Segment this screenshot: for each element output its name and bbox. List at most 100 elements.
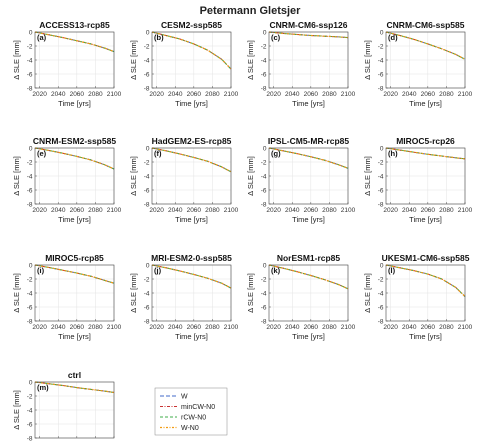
y-tick-label: -6 — [378, 187, 384, 194]
panel-label: (f) — [154, 149, 162, 158]
series-line-w-n0 — [34, 381, 115, 394]
panel-label: (l) — [388, 266, 396, 275]
x-axis-label: Time [yrs] — [175, 332, 208, 341]
panel-title: CNRM-ESM2-ssp585 — [33, 136, 116, 146]
x-tick-label: 2060 — [70, 91, 85, 98]
x-tick-label: 2040 — [402, 324, 417, 331]
series-line-w-n0 — [34, 147, 115, 170]
x-tick-label: 2060 — [187, 324, 202, 331]
x-tick-label: 2100 — [341, 91, 356, 98]
y-axis-label: Δ SLE [mm] — [363, 156, 372, 196]
x-axis-label: Time [yrs] — [409, 99, 442, 108]
panel-c: 2020 2040 2060 2080 2100 0 -2 -4 -6 -8 (c) CNRM-CM6… — [246, 20, 356, 108]
y-tick-label: -2 — [144, 43, 150, 50]
axes-frame — [268, 264, 349, 322]
y-tick-label: -4 — [27, 407, 33, 414]
y-tick-label: -6 — [27, 304, 33, 311]
y-axis-label: Δ SLE [mm] — [129, 40, 138, 80]
x-tick-label: 2020 — [383, 324, 398, 331]
y-axis-label: Δ SLE [mm] — [12, 156, 21, 196]
axes-frame — [151, 264, 232, 322]
axes-frame — [34, 147, 115, 205]
y-tick-label: -4 — [144, 57, 150, 64]
y-tick-label: -2 — [27, 393, 33, 400]
x-tick-label: 2080 — [322, 324, 337, 331]
x-axis-label: Time [yrs] — [409, 215, 442, 224]
y-tick-label: -6 — [27, 421, 33, 428]
y-tick-label: -4 — [144, 290, 150, 297]
panel-title: MIROC5-rcp26 — [396, 136, 455, 146]
x-tick-label: 2100 — [458, 207, 473, 214]
axes-frame — [385, 147, 466, 205]
panel-j: 2020 2040 2060 2080 2100 0 -2 -4 -6 -8 (j) MRI-ESM2… — [129, 253, 239, 341]
y-tick-label: -2 — [27, 276, 33, 283]
y-tick-label: -8 — [144, 201, 150, 208]
x-tick-label: 2040 — [168, 324, 183, 331]
y-tick-label: -2 — [144, 159, 150, 166]
x-tick-label: 2060 — [421, 324, 436, 331]
y-tick-label: -8 — [261, 318, 267, 325]
x-tick-label: 2040 — [285, 207, 300, 214]
panel-i: 2020 2040 2060 2080 2100 0 -2 -4 -6 -8 (i)MIROC5-r… — [12, 253, 122, 341]
panel-title: IPSL-CM5-MR-rcp85 — [268, 136, 350, 146]
panel-label: (e) — [37, 149, 47, 158]
y-tick-label: -4 — [261, 57, 267, 64]
x-tick-label: 2100 — [224, 207, 239, 214]
series-line-w-n0 — [268, 147, 349, 169]
y-tick-label: -8 — [378, 85, 384, 92]
series-line-w-n0 — [268, 31, 349, 39]
y-tick-label: -6 — [261, 71, 267, 78]
y-tick-label: -8 — [378, 318, 384, 325]
y-tick-label: 0 — [263, 29, 267, 36]
x-axis-label: Time [yrs] — [292, 332, 325, 341]
y-axis-label: Δ SLE [mm] — [363, 273, 372, 313]
x-tick-label: 2080 — [205, 324, 220, 331]
y-axis-label: Δ SLE [mm] — [12, 40, 21, 80]
x-tick-label: 2080 — [439, 91, 454, 98]
y-tick-label: -2 — [378, 159, 384, 166]
y-tick-label: -2 — [378, 43, 384, 50]
panel-title: UKESM1-CM6-ssp585 — [382, 253, 470, 263]
y-tick-label: 0 — [29, 379, 33, 386]
y-tick-label: -8 — [27, 435, 33, 441]
y-tick-label: -6 — [261, 187, 267, 194]
panel-label: (h) — [388, 149, 398, 158]
y-axis-label: Δ SLE [mm] — [12, 390, 21, 430]
axes-frame — [385, 31, 466, 89]
y-tick-label: -2 — [261, 276, 267, 283]
x-tick-label: 2080 — [205, 207, 220, 214]
x-tick-label: 2080 — [88, 91, 103, 98]
x-tick-label: 2040 — [51, 91, 66, 98]
x-tick-label: 2060 — [421, 91, 436, 98]
y-tick-label: -6 — [27, 187, 33, 194]
x-tick-label: 2020 — [383, 207, 398, 214]
legend-label-w: W — [181, 394, 188, 401]
series-line-rcw-n0 — [151, 31, 232, 70]
y-tick-label: 0 — [263, 145, 267, 152]
series-line-w-n0 — [151, 147, 232, 173]
x-tick-label: 2020 — [32, 207, 47, 214]
x-tick-label: 2080 — [88, 207, 103, 214]
legend-label-rcw-n0: rCW-N0 — [181, 415, 206, 422]
panel-title: ACCESS13-rcp85 — [39, 20, 110, 30]
x-axis-label: Time [yrs] — [58, 99, 91, 108]
y-tick-label: -4 — [261, 290, 267, 297]
x-tick-label: 2100 — [341, 207, 356, 214]
panel-label: (b) — [154, 33, 164, 42]
panel-title: CNRM-CM6-ssp585 — [387, 20, 465, 30]
y-tick-label: -2 — [27, 43, 33, 50]
y-axis-label: Δ SLE [mm] — [129, 273, 138, 313]
series-line-w-n0 — [385, 147, 466, 160]
panel-g: 2020 2040 2060 2080 2100 0 -2 -4 -6 -8 (g) IPSL-CM5… — [246, 136, 356, 224]
x-tick-label: 2040 — [51, 324, 66, 331]
panel-f: 2020 2040 2060 2080 2100 0 -2 -4 -6 -8 (f) HadGEM2-… — [129, 136, 239, 224]
x-tick-label: 2100 — [107, 324, 122, 331]
y-tick-label: -6 — [144, 71, 150, 78]
legend-label-mincw-n0: minCW-N0 — [181, 404, 215, 411]
panel-m: 202020402060208021000-2-4-6-8(m)ctrlTime… — [12, 370, 115, 441]
y-axis-label: Δ SLE [mm] — [246, 156, 255, 196]
axes-frame — [34, 31, 115, 89]
x-tick-label: 2100 — [107, 207, 122, 214]
y-tick-label: -4 — [27, 173, 33, 180]
panel-label: (k) — [271, 266, 281, 275]
